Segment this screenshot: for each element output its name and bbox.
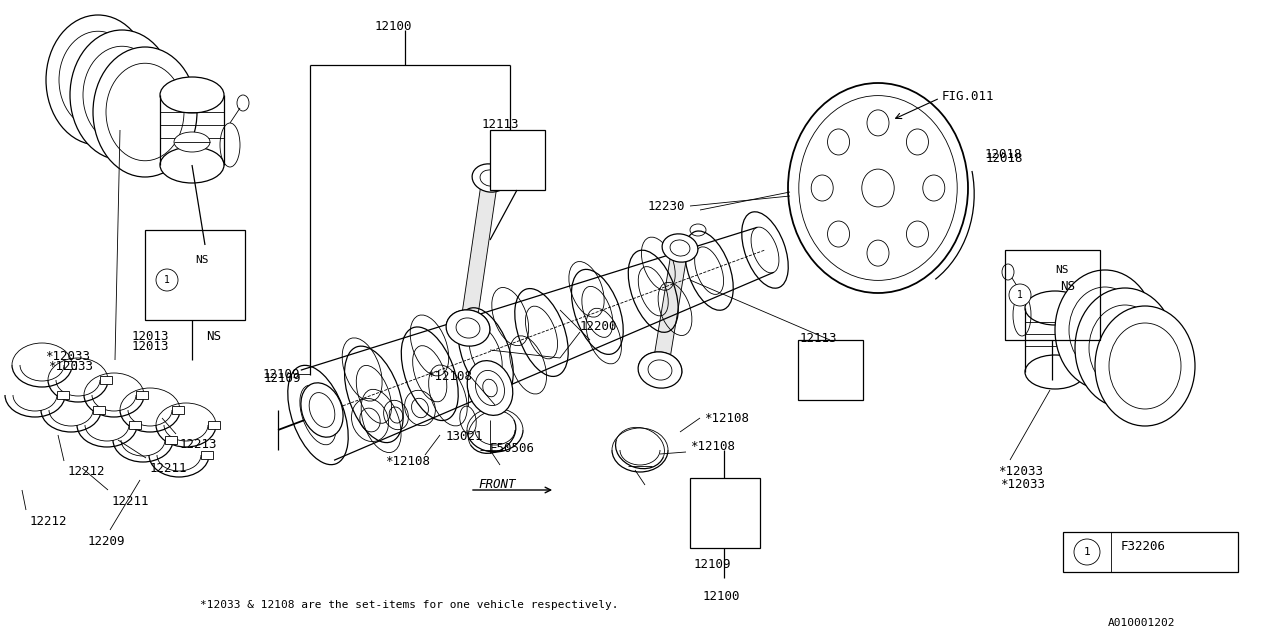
Bar [58, 391, 69, 399]
Bar [129, 421, 141, 429]
Bar [172, 406, 184, 414]
Ellipse shape [1025, 291, 1085, 325]
Bar [93, 406, 105, 414]
Ellipse shape [1094, 306, 1196, 426]
Circle shape [1074, 539, 1100, 565]
Bar [136, 391, 148, 399]
Ellipse shape [1025, 355, 1085, 389]
Text: NS: NS [195, 255, 209, 265]
Text: 12109: 12109 [694, 558, 731, 571]
Circle shape [1009, 284, 1030, 306]
Text: E50506: E50506 [490, 442, 535, 455]
Text: 12013: 12013 [132, 340, 169, 353]
Text: 12200: 12200 [580, 320, 617, 333]
Bar [64, 361, 76, 369]
Text: NS: NS [1060, 280, 1075, 293]
Text: 12209: 12209 [88, 535, 125, 548]
Polygon shape [652, 246, 687, 371]
Ellipse shape [472, 164, 508, 192]
Text: F32206: F32206 [1121, 540, 1166, 553]
Bar [490, 130, 545, 190]
Ellipse shape [662, 234, 698, 262]
Text: *12033 & 12108 are the set-items for one vehicle respectively.: *12033 & 12108 are the set-items for one… [200, 600, 618, 610]
Ellipse shape [447, 310, 490, 346]
Ellipse shape [301, 383, 343, 437]
Text: *12108: *12108 [690, 440, 735, 453]
Text: 1: 1 [1084, 547, 1091, 557]
Ellipse shape [1075, 288, 1175, 408]
Text: 12113: 12113 [483, 118, 520, 131]
Text: FIG.011: FIG.011 [942, 90, 995, 103]
Bar [1062, 532, 1238, 572]
Ellipse shape [639, 352, 682, 388]
Text: 12211: 12211 [113, 495, 150, 508]
Ellipse shape [467, 360, 513, 415]
Text: NS: NS [1055, 265, 1069, 275]
Bar [797, 340, 863, 400]
Text: 1: 1 [1018, 290, 1023, 300]
Text: 12013: 12013 [132, 330, 169, 343]
Text: 12211: 12211 [150, 462, 187, 475]
Ellipse shape [160, 77, 224, 113]
Ellipse shape [70, 30, 174, 160]
Ellipse shape [788, 83, 968, 293]
Ellipse shape [160, 147, 224, 183]
Text: NS: NS [206, 330, 221, 343]
Text: *12033: *12033 [45, 350, 90, 363]
Bar [201, 451, 212, 459]
Bar [100, 376, 113, 384]
Text: 12100: 12100 [375, 20, 412, 33]
Text: 12018: 12018 [986, 152, 1024, 165]
Text: 12230: 12230 [648, 200, 686, 213]
Text: 12100: 12100 [703, 590, 741, 603]
Bar [145, 230, 244, 320]
Text: *12108: *12108 [704, 412, 749, 425]
Text: 12212: 12212 [68, 465, 105, 478]
Text: 1: 1 [164, 275, 170, 285]
Ellipse shape [93, 47, 197, 177]
Bar [207, 421, 220, 429]
Text: 12212: 12212 [29, 515, 68, 528]
Circle shape [156, 269, 178, 291]
Text: *12033: *12033 [49, 360, 93, 373]
Bar [690, 478, 760, 548]
Polygon shape [460, 177, 498, 329]
Text: *12033: *12033 [1000, 478, 1044, 491]
Text: *12108: *12108 [428, 370, 472, 383]
Text: 12109: 12109 [264, 372, 302, 385]
Text: *12108: *12108 [385, 455, 430, 468]
Text: *12033: *12033 [998, 465, 1043, 478]
Text: 12109: 12109 [262, 368, 301, 381]
Text: 12213: 12213 [180, 438, 218, 451]
Ellipse shape [174, 132, 210, 152]
Text: A010001202: A010001202 [1107, 618, 1175, 628]
Text: 13021: 13021 [445, 430, 484, 443]
Text: FRONT: FRONT [477, 478, 516, 491]
Ellipse shape [46, 15, 150, 145]
Bar [165, 436, 177, 444]
Bar [1005, 250, 1100, 340]
Text: 12113: 12113 [800, 332, 837, 345]
Ellipse shape [1055, 270, 1155, 390]
Text: 12018: 12018 [986, 148, 1023, 161]
